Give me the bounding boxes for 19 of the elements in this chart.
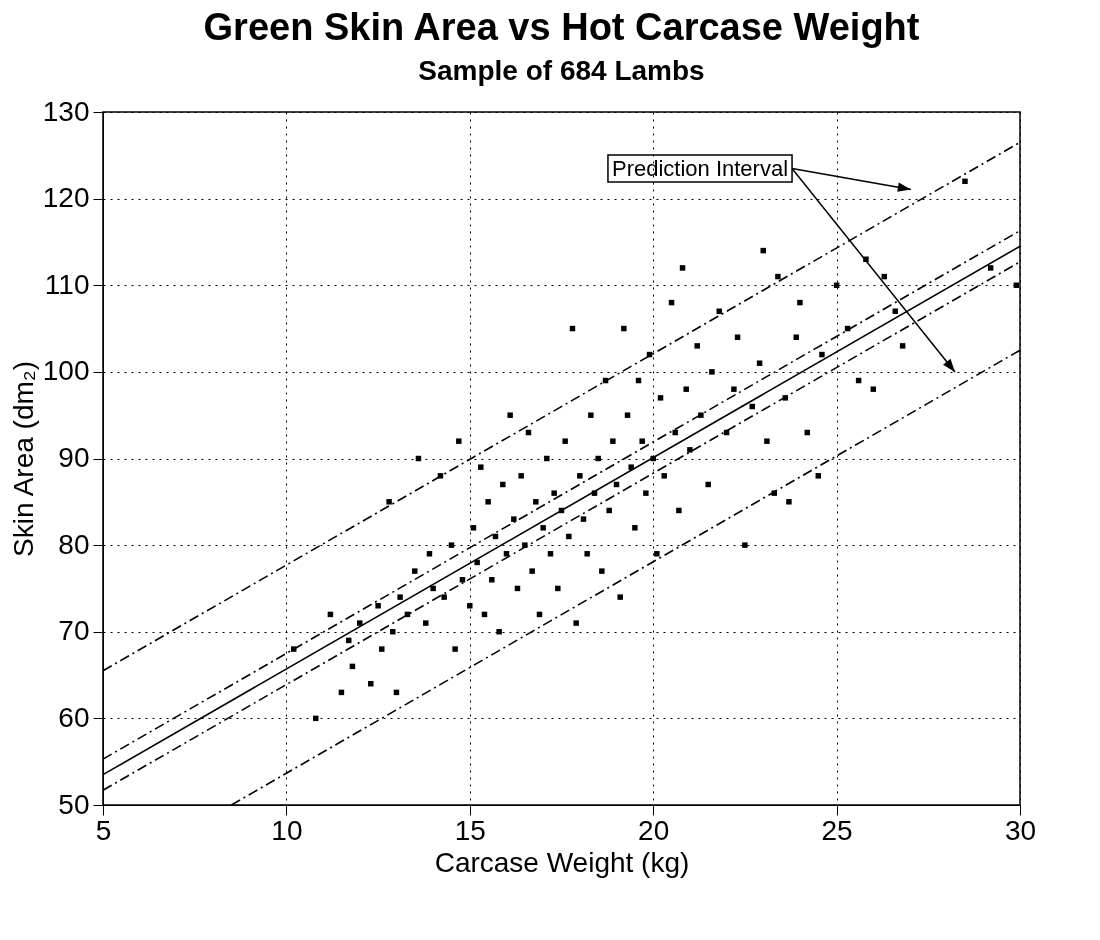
y-tick-label: 60 [58, 701, 90, 733]
y-tick-label: 90 [58, 442, 90, 473]
y-tick-label: 130 [42, 95, 90, 127]
x-tick-label: 10 [271, 814, 303, 846]
x-tick-label: 5 [95, 814, 112, 846]
y-tick-label: 120 [42, 182, 90, 214]
y-tick-label: 80 [58, 528, 90, 560]
chart-subtitle: Sample of 684 Lambs [418, 55, 705, 86]
x-tick-label: 20 [638, 814, 670, 846]
x-tick-label: 25 [821, 814, 853, 846]
y-axis-title: Skin Area (dm₂) [7, 360, 39, 558]
x-axis-title: Carcase Weight (kg) [434, 846, 690, 878]
y-tick-label: 50 [58, 788, 90, 820]
y-tick-label: 110 [44, 268, 90, 300]
x-tick-label: 15 [454, 814, 486, 846]
y-tick-label: 100 [42, 355, 90, 387]
y-tick-label: 70 [58, 615, 90, 647]
x-tick-label: 30 [1004, 814, 1037, 846]
chart-title: Green Skin Area vs Hot Carcase Weight [203, 6, 920, 48]
